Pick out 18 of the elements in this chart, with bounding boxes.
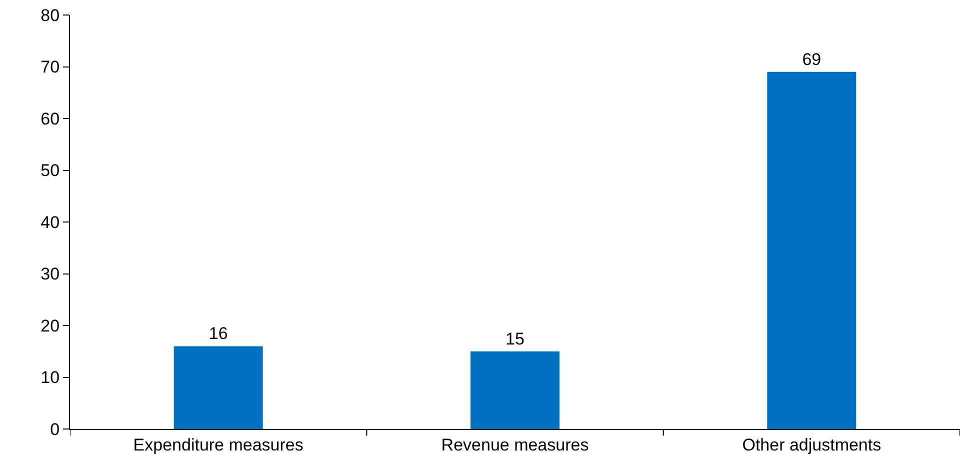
y-tick-label: 10 [40,368,60,388]
y-tick-label: 30 [40,264,60,284]
y-tick-label: 60 [40,109,60,128]
data-label: 15 [506,329,524,348]
y-tick-label: 40 [40,212,60,232]
y-tick-label: 0 [50,420,60,439]
x-tick-label: Other adjustments [742,435,882,454]
data-label: 69 [802,50,822,69]
bar [767,72,856,429]
y-tick-label: 80 [40,6,60,25]
x-tick-label: Revenue measures [441,435,589,454]
y-tick-label: 50 [40,161,60,180]
y-tick-label: 70 [40,58,60,77]
y-tick-label: 20 [40,316,60,336]
data-label: 16 [208,324,228,344]
bar [174,346,263,429]
x-tick-label: Expenditure measures [133,435,304,454]
bar [470,351,560,429]
